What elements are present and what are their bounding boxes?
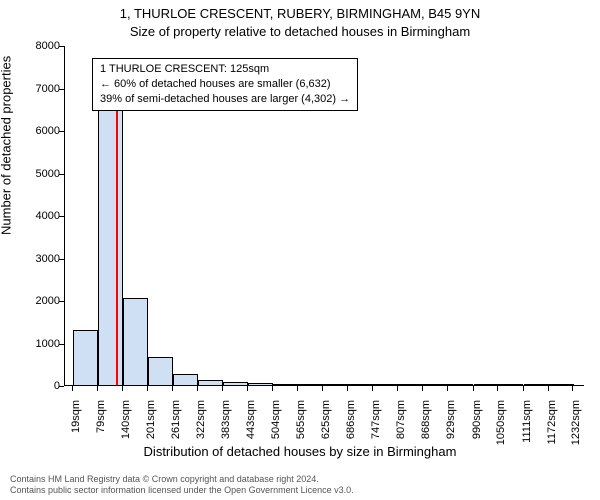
histogram-bar (549, 384, 574, 385)
title-line-2: Size of property relative to detached ho… (0, 24, 600, 39)
x-tick-mark (473, 386, 474, 391)
x-tick-label: 504sqm (270, 400, 282, 450)
histogram-bar (474, 384, 499, 385)
histogram-bar (373, 384, 398, 385)
x-tick-mark (572, 386, 573, 391)
x-tick-label: 261sqm (170, 400, 182, 450)
y-tick-mark (59, 174, 64, 175)
x-tick-label: 807sqm (395, 400, 407, 450)
x-tick-mark (272, 386, 273, 391)
x-tick-label: 443sqm (245, 400, 257, 450)
histogram-bar (73, 330, 98, 385)
x-tick-mark (247, 386, 248, 391)
x-tick-label: 625sqm (320, 400, 332, 450)
x-tick-label: 19sqm (70, 400, 82, 450)
x-tick-mark (322, 386, 323, 391)
x-tick-mark (548, 386, 549, 391)
x-tick-mark (222, 386, 223, 391)
x-tick-mark (297, 386, 298, 391)
x-tick-mark (447, 386, 448, 391)
histogram-bar (148, 357, 173, 385)
chart-container: 1, THURLOE CRESCENT, RUBERY, BIRMINGHAM,… (0, 0, 600, 500)
x-tick-mark (497, 386, 498, 391)
histogram-bar (398, 384, 423, 385)
y-axis-label: Number of detached properties (0, 56, 14, 235)
histogram-bar (123, 298, 148, 385)
x-tick-mark (147, 386, 148, 391)
histogram-bar (524, 384, 549, 385)
x-tick-label: 1050sqm (495, 400, 507, 450)
x-tick-label: 990sqm (471, 400, 483, 450)
y-tick-label: 6000 (20, 125, 60, 137)
histogram-bar (198, 380, 223, 385)
histogram-bar (348, 384, 373, 385)
annotation-line-3: 39% of semi-detached houses are larger (… (100, 92, 350, 107)
y-tick-label: 1000 (20, 338, 60, 350)
x-tick-label: 686sqm (345, 400, 357, 450)
x-tick-mark (72, 386, 73, 391)
y-tick-label: 4000 (20, 210, 60, 222)
y-tick-label: 5000 (20, 168, 60, 180)
x-tick-label: 747sqm (370, 400, 382, 450)
y-tick-label: 2000 (20, 295, 60, 307)
x-tick-label: 868sqm (420, 400, 432, 450)
x-tick-mark (372, 386, 373, 391)
x-tick-label: 140sqm (120, 400, 132, 450)
x-tick-label: 565sqm (295, 400, 307, 450)
histogram-bar (323, 384, 348, 385)
title-line-1: 1, THURLOE CRESCENT, RUBERY, BIRMINGHAM,… (0, 6, 600, 21)
histogram-bar (498, 384, 523, 385)
footer-line-2: Contains public sector information licen… (10, 485, 590, 496)
marker-line (116, 72, 118, 385)
y-tick-mark (59, 46, 64, 47)
histogram-bar (423, 384, 448, 385)
annotation-line-2: ← 60% of detached houses are smaller (6,… (100, 77, 350, 92)
annotation-line-1: 1 THURLOE CRESCENT: 125sqm (100, 62, 350, 77)
y-tick-mark (59, 131, 64, 132)
y-tick-mark (59, 344, 64, 345)
x-tick-label: 1172sqm (546, 400, 558, 450)
x-tick-mark (122, 386, 123, 391)
histogram-bar (448, 384, 473, 385)
footer: Contains HM Land Registry data © Crown c… (10, 474, 590, 497)
histogram-bar (273, 384, 298, 385)
histogram-bar (298, 384, 323, 385)
y-tick-mark (59, 301, 64, 302)
x-tick-label: 322sqm (195, 400, 207, 450)
x-tick-label: 929sqm (445, 400, 457, 450)
x-tick-label: 383sqm (220, 400, 232, 450)
x-tick-label: 201sqm (145, 400, 157, 450)
x-tick-mark (397, 386, 398, 391)
x-axis-label: Distribution of detached houses by size … (0, 444, 600, 459)
y-tick-label: 0 (20, 380, 60, 392)
histogram-bar (173, 374, 198, 385)
x-tick-label: 79sqm (95, 400, 107, 450)
x-tick-mark (97, 386, 98, 391)
footer-line-1: Contains HM Land Registry data © Crown c… (10, 474, 590, 485)
x-tick-mark (422, 386, 423, 391)
y-tick-label: 8000 (20, 40, 60, 52)
x-tick-label: 1111sqm (521, 400, 533, 450)
y-tick-mark (59, 386, 64, 387)
histogram-bar (98, 105, 123, 386)
annotation-box: 1 THURLOE CRESCENT: 125sqm ← 60% of deta… (92, 58, 358, 111)
x-tick-mark (347, 386, 348, 391)
y-tick-label: 7000 (20, 83, 60, 95)
x-tick-mark (197, 386, 198, 391)
y-tick-mark (59, 259, 64, 260)
y-tick-label: 3000 (20, 253, 60, 265)
histogram-bar (248, 383, 273, 385)
y-tick-mark (59, 89, 64, 90)
histogram-bar (223, 382, 248, 385)
x-tick-label: 1232sqm (570, 400, 582, 450)
x-tick-mark (523, 386, 524, 391)
y-tick-mark (59, 216, 64, 217)
x-tick-mark (172, 386, 173, 391)
